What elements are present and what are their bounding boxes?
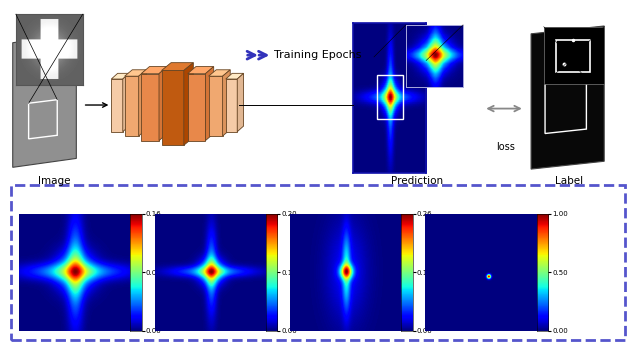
Polygon shape bbox=[141, 67, 167, 74]
Polygon shape bbox=[205, 67, 214, 141]
Polygon shape bbox=[223, 70, 230, 136]
Text: loss: loss bbox=[496, 142, 515, 152]
Polygon shape bbox=[125, 76, 139, 136]
Polygon shape bbox=[188, 67, 214, 74]
Polygon shape bbox=[188, 74, 205, 141]
Polygon shape bbox=[531, 26, 604, 169]
Polygon shape bbox=[162, 70, 184, 145]
Polygon shape bbox=[162, 63, 193, 70]
Text: Image: Image bbox=[38, 176, 71, 186]
Polygon shape bbox=[209, 76, 223, 136]
Text: Prediction: Prediction bbox=[391, 176, 443, 186]
Text: Training Epochs: Training Epochs bbox=[274, 50, 362, 60]
Polygon shape bbox=[159, 67, 167, 141]
Polygon shape bbox=[209, 70, 230, 76]
Polygon shape bbox=[226, 73, 244, 79]
Polygon shape bbox=[111, 73, 129, 79]
Polygon shape bbox=[125, 70, 146, 76]
Polygon shape bbox=[123, 73, 129, 132]
Polygon shape bbox=[184, 63, 193, 145]
Polygon shape bbox=[141, 74, 159, 141]
Polygon shape bbox=[237, 73, 244, 132]
Polygon shape bbox=[139, 70, 146, 136]
Text: Label: Label bbox=[555, 176, 583, 186]
Polygon shape bbox=[13, 34, 76, 167]
Polygon shape bbox=[226, 79, 237, 132]
Polygon shape bbox=[111, 79, 123, 132]
